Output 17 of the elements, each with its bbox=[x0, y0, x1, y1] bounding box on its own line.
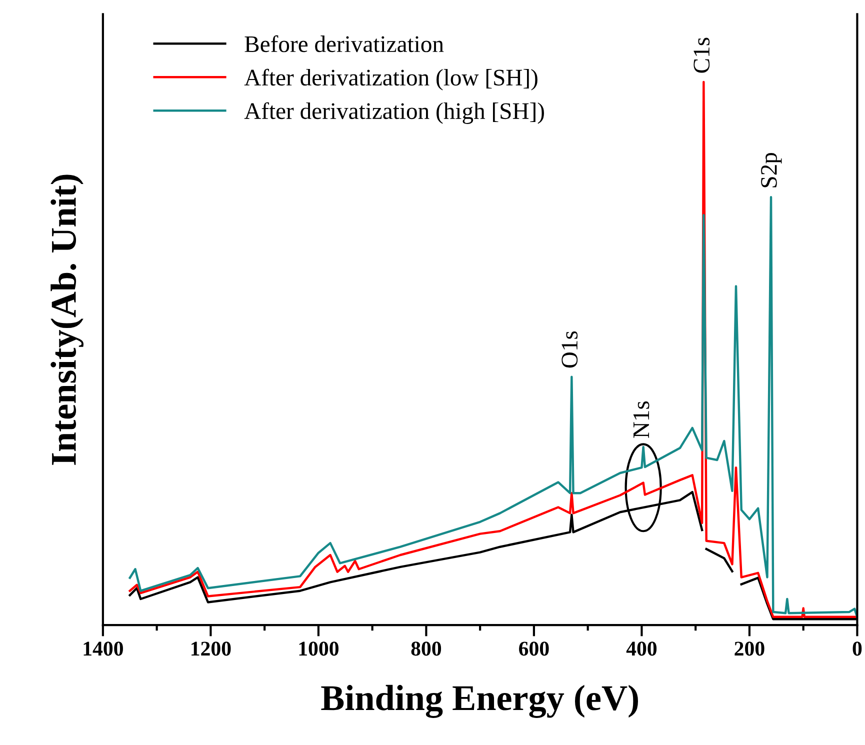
legend-label: Before derivatization bbox=[244, 35, 444, 52]
x-tick-label: 1000 bbox=[299, 642, 338, 656]
x-tick-label: 600 bbox=[519, 642, 549, 656]
legend-label: After derivatization (low [SH]) bbox=[244, 68, 538, 90]
annotation: C1s bbox=[694, 38, 710, 73]
x-tick-label: 0 bbox=[852, 642, 862, 656]
x-tick-label: 1200 bbox=[192, 642, 231, 656]
x-axis-title: Binding Energy (eV) bbox=[321, 684, 638, 718]
legend-label: After derivatization (high [SH]) bbox=[244, 102, 544, 124]
annotation: S2p bbox=[761, 153, 782, 188]
x-tick-label: 200 bbox=[734, 642, 764, 656]
y-axis-title: Intensity(Ab. Unit) bbox=[50, 174, 84, 465]
x-tick-label: 400 bbox=[626, 642, 657, 656]
annotation: O1s bbox=[562, 331, 578, 368]
x-tick-label: 1400 bbox=[84, 642, 123, 656]
x-tick-label: 800 bbox=[411, 642, 442, 656]
annotation: N1s bbox=[633, 401, 650, 438]
